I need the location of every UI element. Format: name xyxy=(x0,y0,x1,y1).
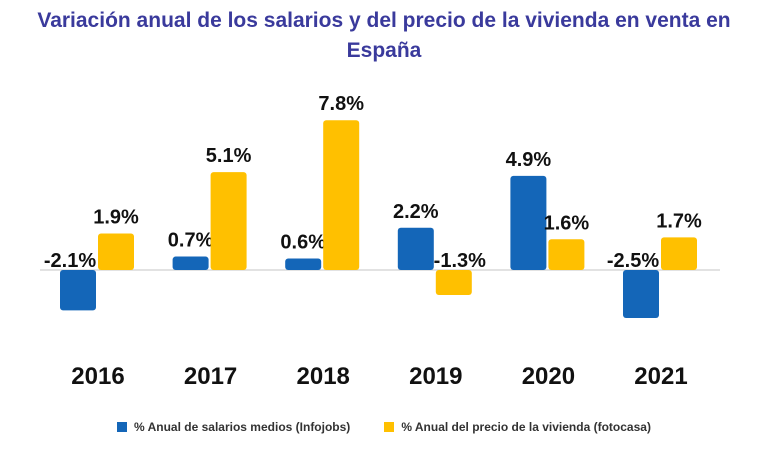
housing-label-2017: 5.1% xyxy=(206,145,252,167)
x-tick-label-2017: 2017 xyxy=(184,363,237,390)
housing-label-2018: 7.8% xyxy=(318,93,364,115)
housing-label-2021: 1.7% xyxy=(656,210,702,232)
salary-label-2020: 4.9% xyxy=(506,149,552,171)
salary-label-2021: -2.5% xyxy=(607,250,659,272)
salary-label-2017: 0.7% xyxy=(168,230,214,252)
salary-bar-2019 xyxy=(397,227,434,270)
housing-bar-2019 xyxy=(435,270,472,295)
legend-swatch-housing xyxy=(384,422,395,432)
legend-label-housing: % Anual del precio de la vivienda (fotoc… xyxy=(401,420,651,434)
housing-label-2020: 1.6% xyxy=(544,212,590,234)
housing-bar-2016 xyxy=(98,233,134,270)
chart-legend: % Anual de salarios medios (Infojobs) % … xyxy=(0,416,768,438)
salary-bar-2020 xyxy=(510,175,547,270)
salary-bar-2018 xyxy=(285,258,322,270)
chart-title: Variación anual de los salarios y del pr… xyxy=(37,9,731,62)
housing-label-2016: 1.9% xyxy=(93,207,139,229)
x-tick-label-2019: 2019 xyxy=(409,363,462,390)
legend-swatch-salaries xyxy=(117,422,128,432)
legend-label-salaries: % Anual de salarios medios (Infojobs) xyxy=(134,420,351,434)
salary-bar-2016 xyxy=(60,270,96,311)
salary-bar-2021 xyxy=(623,270,659,318)
housing-bar-2020 xyxy=(548,239,585,270)
legend-item-salaries: % Anual de salarios medios (Infojobs) xyxy=(117,420,350,434)
salary-label-2018: 0.6% xyxy=(280,231,326,253)
x-tick-label-2018: 2018 xyxy=(297,363,350,390)
x-tick-label-2016: 2016 xyxy=(71,363,124,390)
housing-label-2019: -1.3% xyxy=(434,250,486,272)
salary-bar-2017 xyxy=(172,256,209,270)
salary-label-2019: 2.2% xyxy=(393,201,439,223)
salary-label-2016: -2.1% xyxy=(44,250,96,272)
x-tick-label-2020: 2020 xyxy=(522,363,575,390)
housing-bar-2021 xyxy=(661,237,697,270)
housing-bar-2018 xyxy=(323,120,360,271)
x-tick-label-2021: 2021 xyxy=(634,363,687,390)
legend-item-housing: % Anual del precio de la vivienda (fotoc… xyxy=(384,420,651,434)
housing-bar-2017 xyxy=(210,172,247,270)
